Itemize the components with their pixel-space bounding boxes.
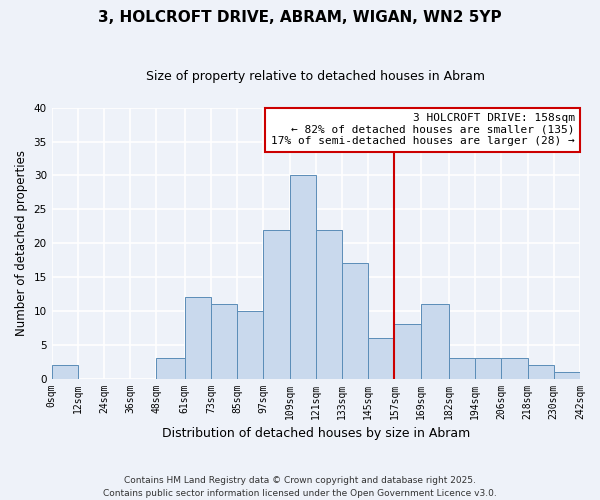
Text: 3 HOLCROFT DRIVE: 158sqm
← 82% of detached houses are smaller (135)
17% of semi-: 3 HOLCROFT DRIVE: 158sqm ← 82% of detach…: [271, 113, 575, 146]
Text: 3, HOLCROFT DRIVE, ABRAM, WIGAN, WN2 5YP: 3, HOLCROFT DRIVE, ABRAM, WIGAN, WN2 5YP: [98, 10, 502, 25]
Bar: [342, 264, 368, 378]
Bar: [449, 358, 475, 378]
Bar: [421, 304, 449, 378]
Bar: [475, 358, 502, 378]
Bar: [316, 230, 342, 378]
Bar: [263, 230, 290, 378]
Bar: [554, 372, 580, 378]
Bar: [237, 311, 263, 378]
Y-axis label: Number of detached properties: Number of detached properties: [15, 150, 28, 336]
X-axis label: Distribution of detached houses by size in Abram: Distribution of detached houses by size …: [162, 427, 470, 440]
Bar: [185, 298, 211, 378]
Bar: [394, 324, 421, 378]
Bar: [527, 365, 554, 378]
Bar: [211, 304, 237, 378]
Title: Size of property relative to detached houses in Abram: Size of property relative to detached ho…: [146, 70, 485, 83]
Bar: [52, 365, 78, 378]
Bar: [368, 338, 394, 378]
Bar: [290, 176, 316, 378]
Text: Contains HM Land Registry data © Crown copyright and database right 2025.
Contai: Contains HM Land Registry data © Crown c…: [103, 476, 497, 498]
Bar: [502, 358, 527, 378]
Bar: [157, 358, 185, 378]
